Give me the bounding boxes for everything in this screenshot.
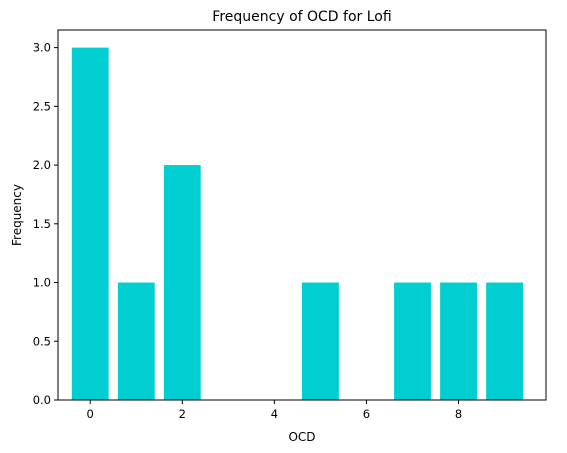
y-tick-label: 2.5 xyxy=(33,99,51,113)
bar-ocd-7 xyxy=(394,282,431,400)
y-axis-label: Frequency xyxy=(10,184,24,246)
x-tick-label: 6 xyxy=(363,407,370,421)
y-axis-ticks: 0.0 0.5 1.0 1.5 2.0 2.5 3.0 xyxy=(33,41,58,407)
y-tick-label: 0.5 xyxy=(33,334,51,348)
bars-group xyxy=(71,47,523,400)
bar-ocd-2 xyxy=(163,165,201,400)
bar-ocd-8 xyxy=(440,282,477,400)
x-tick-label: 8 xyxy=(455,407,462,421)
x-axis-ticks: 0 2 4 6 8 xyxy=(87,400,462,421)
x-tick-label: 0 xyxy=(87,407,94,421)
bar-ocd-0 xyxy=(71,47,109,400)
bar-ocd-5 xyxy=(302,282,339,400)
plot-frame xyxy=(57,29,547,401)
y-tick-label: 3.0 xyxy=(33,41,51,55)
x-tick-label: 4 xyxy=(271,407,278,421)
bar-ocd-9 xyxy=(486,282,523,400)
y-tick-label: 1.5 xyxy=(33,217,51,231)
y-tick-label: 1.0 xyxy=(33,276,51,290)
x-tick-label: 2 xyxy=(179,407,186,421)
y-tick-label: 0.0 xyxy=(33,393,51,407)
y-tick-label: 2.0 xyxy=(33,158,51,172)
bar-ocd-1 xyxy=(117,282,155,400)
chart-title: Frequency of OCD for Lofi xyxy=(212,9,391,25)
x-axis-label: OCD xyxy=(288,430,315,444)
